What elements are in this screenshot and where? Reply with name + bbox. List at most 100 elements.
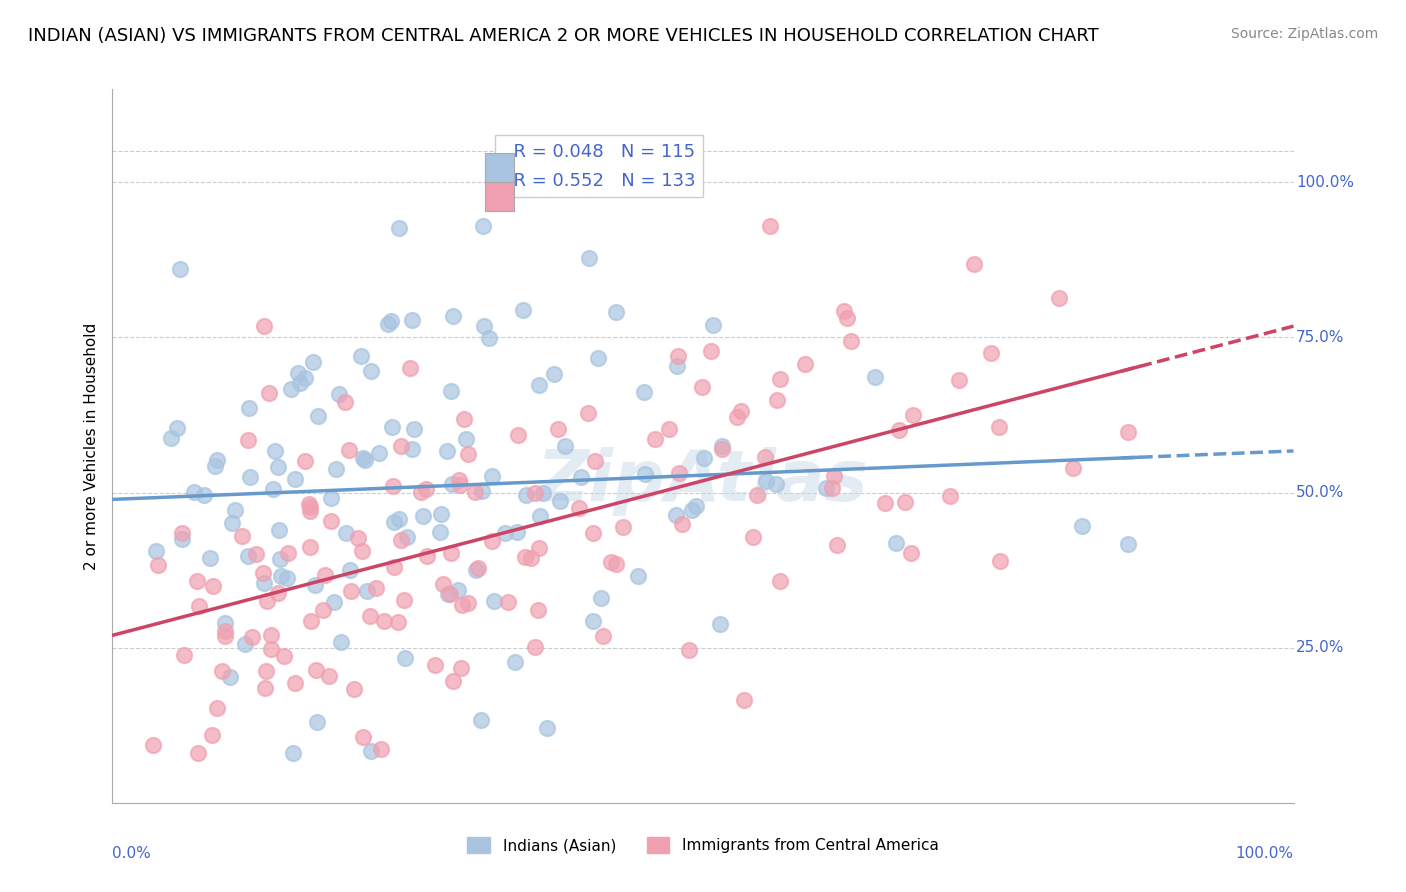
- Point: [359, 609, 381, 624]
- Point: [671, 516, 693, 531]
- Point: [270, 569, 292, 583]
- Point: [520, 550, 543, 565]
- Point: [586, 351, 609, 365]
- Point: [352, 450, 374, 465]
- Point: [415, 482, 437, 496]
- Point: [173, 648, 195, 662]
- Point: [529, 508, 551, 523]
- Point: [360, 364, 382, 378]
- Point: [685, 499, 707, 513]
- Point: [747, 488, 769, 502]
- Point: [582, 526, 605, 541]
- Point: [1116, 537, 1139, 551]
- Point: [186, 574, 208, 588]
- Legend: Indians (Asian), Immigrants from Central America: Indians (Asian), Immigrants from Central…: [461, 831, 945, 859]
- Point: [382, 559, 405, 574]
- Point: [319, 514, 342, 528]
- Point: [503, 655, 526, 669]
- Point: [380, 420, 402, 434]
- Point: [377, 317, 399, 331]
- Point: [863, 369, 886, 384]
- Point: [360, 744, 382, 758]
- Point: [432, 577, 454, 591]
- Point: [415, 549, 437, 564]
- Point: [523, 640, 546, 654]
- Point: [536, 721, 558, 735]
- Point: [454, 433, 477, 447]
- Point: [457, 596, 479, 610]
- Point: [201, 579, 224, 593]
- Point: [578, 251, 600, 265]
- Point: [238, 469, 260, 483]
- Point: [236, 549, 259, 564]
- Point: [193, 488, 215, 502]
- Point: [814, 481, 837, 495]
- Point: [527, 541, 550, 556]
- Point: [449, 474, 471, 488]
- Point: [440, 384, 463, 399]
- Point: [988, 554, 1011, 568]
- Point: [352, 730, 374, 744]
- Point: [823, 469, 845, 483]
- Point: [233, 637, 256, 651]
- Point: [725, 410, 748, 425]
- Point: [412, 508, 434, 523]
- Point: [939, 489, 962, 503]
- Point: [987, 419, 1010, 434]
- Point: [948, 373, 970, 387]
- Point: [305, 664, 328, 678]
- Point: [335, 526, 357, 541]
- Point: [284, 676, 307, 690]
- Point: [429, 525, 451, 540]
- Point: [506, 525, 529, 540]
- Point: [529, 378, 551, 392]
- Point: [280, 383, 302, 397]
- Point: [350, 349, 373, 363]
- Point: [299, 504, 322, 518]
- Point: [515, 488, 537, 502]
- Point: [437, 587, 460, 601]
- Point: [388, 221, 411, 235]
- Point: [238, 401, 260, 416]
- Point: [204, 459, 226, 474]
- Point: [1062, 461, 1084, 475]
- Point: [339, 584, 361, 599]
- Point: [145, 544, 167, 558]
- Point: [298, 540, 321, 554]
- Point: [398, 361, 420, 376]
- Point: [887, 423, 910, 437]
- Point: [321, 491, 343, 505]
- Point: [253, 576, 276, 591]
- Point: [742, 530, 765, 544]
- Point: [547, 422, 569, 436]
- Point: [356, 584, 378, 599]
- Point: [366, 581, 388, 595]
- Point: [481, 534, 503, 549]
- Point: [188, 599, 211, 613]
- Point: [665, 359, 688, 373]
- Point: [901, 408, 924, 422]
- Point: [754, 450, 776, 465]
- Text: R = 0.048   N = 115
  R = 0.552   N = 133: R = 0.048 N = 115 R = 0.552 N = 133: [502, 143, 696, 190]
- Point: [322, 594, 344, 608]
- Point: [482, 594, 505, 608]
- Text: 100.0%: 100.0%: [1236, 846, 1294, 861]
- Point: [709, 617, 731, 632]
- Point: [692, 451, 714, 466]
- Point: [160, 432, 183, 446]
- Point: [401, 312, 423, 326]
- Point: [276, 570, 298, 584]
- Point: [389, 438, 412, 452]
- Point: [240, 630, 263, 644]
- Point: [599, 555, 621, 569]
- Point: [730, 403, 752, 417]
- Point: [668, 349, 690, 363]
- Point: [318, 669, 340, 683]
- Point: [769, 574, 792, 589]
- Point: [439, 587, 461, 601]
- Point: [626, 569, 648, 583]
- Point: [1047, 292, 1070, 306]
- Point: [583, 454, 606, 468]
- Point: [373, 614, 395, 628]
- Point: [612, 520, 634, 534]
